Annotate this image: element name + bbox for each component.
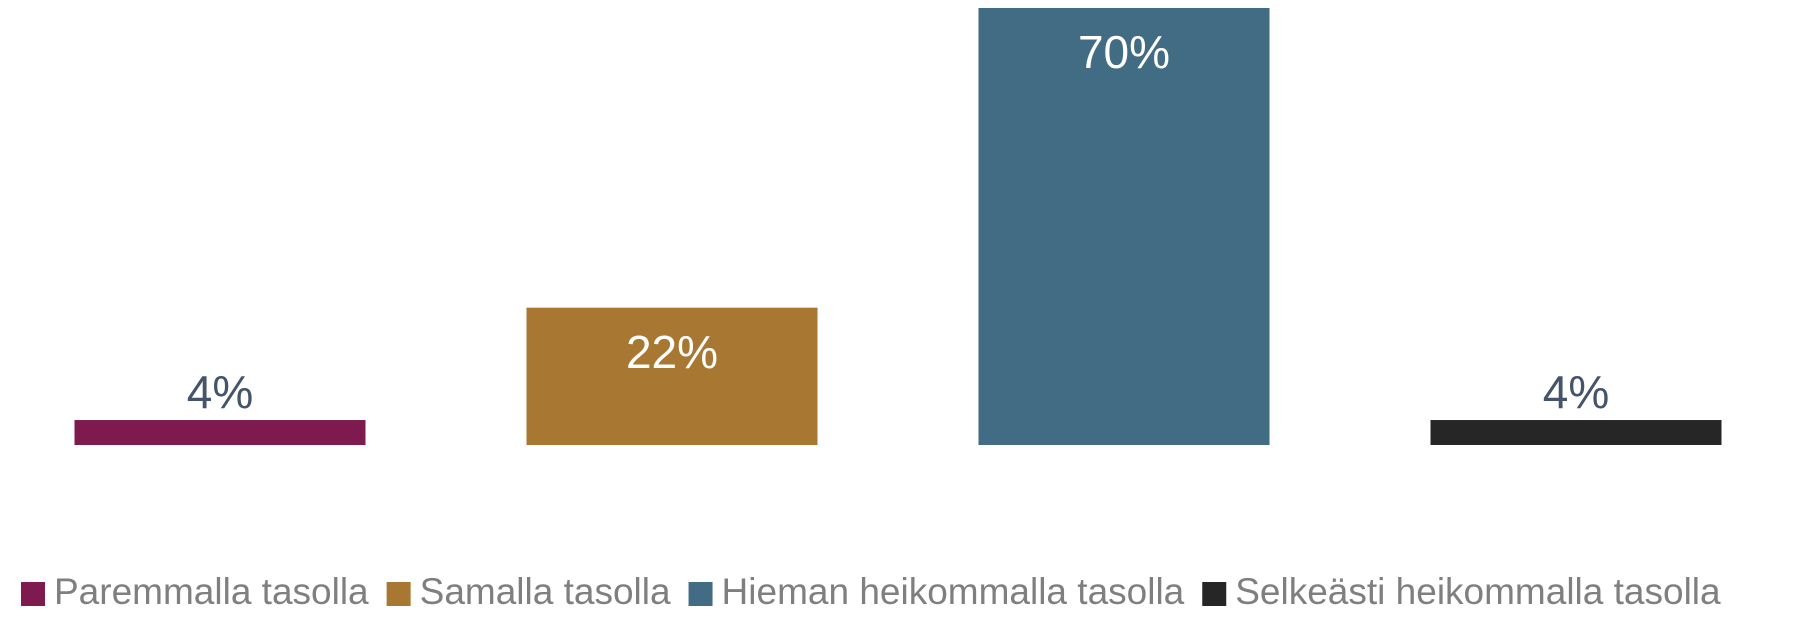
bar	[1430, 420, 1722, 445]
bar	[526, 307, 818, 445]
legend-label: Paremmalla tasolla	[54, 571, 369, 612]
data-label: 4%	[1543, 366, 1609, 418]
data-label: 22%	[626, 326, 718, 378]
legend-swatch	[21, 582, 45, 606]
legend-label: Hieman heikommalla tasolla	[722, 571, 1185, 612]
bar	[74, 420, 366, 445]
legend-label: Selkeästi heikommalla tasolla	[1235, 571, 1721, 612]
data-label: 4%	[187, 366, 253, 418]
legend-swatch	[1202, 582, 1227, 606]
bar	[978, 8, 1270, 445]
legend-swatch	[386, 582, 411, 606]
data-label: 70%	[1078, 26, 1170, 78]
legend-swatch	[688, 582, 713, 606]
legend-label: Samalla tasolla	[420, 571, 671, 612]
